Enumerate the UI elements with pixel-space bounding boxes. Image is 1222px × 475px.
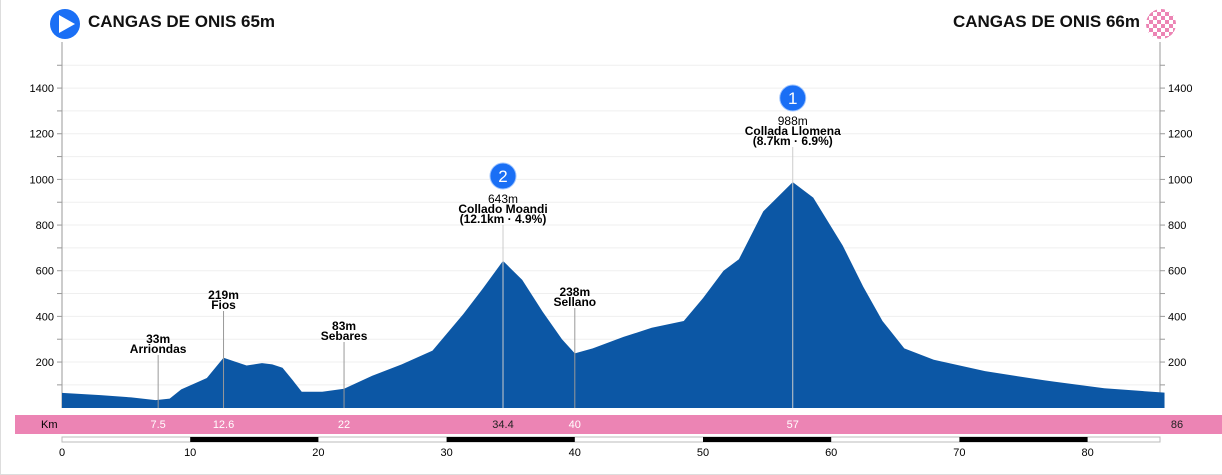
- km-band-mark: 34.4: [492, 419, 513, 431]
- y-tick-label: 600: [36, 266, 54, 278]
- y-tick-label: 400: [36, 311, 54, 323]
- point-altitude: 33m: [146, 332, 170, 346]
- scale-bar-segment: [190, 437, 319, 442]
- km-band-mark: 22: [338, 419, 350, 431]
- point-detail: (8.7km · 6.9%): [753, 134, 833, 148]
- climb-rank: 1: [788, 89, 797, 108]
- km-band-mark: 40: [569, 419, 581, 431]
- x-tick-label: 50: [697, 447, 709, 459]
- x-tick-label: 60: [825, 447, 837, 459]
- start-label: CANGAS DE ONIS 65m: [88, 12, 276, 31]
- point-altitude: 988m: [778, 114, 808, 128]
- km-band: [15, 415, 1222, 434]
- scale-bar: [61, 436, 1161, 443]
- point-name: Collada Llomena: [745, 124, 841, 138]
- point-altitude: 83m: [332, 319, 356, 333]
- climb-rank-badge: [779, 84, 807, 112]
- km-band-mark: 57: [787, 419, 799, 431]
- start-icon: [50, 9, 80, 39]
- y-tick-label: 1200: [30, 129, 54, 141]
- finish-label: CANGAS DE ONIS 66m: [952, 12, 1140, 31]
- point-name: Sebares: [321, 329, 368, 343]
- km-band-mark: 86: [1171, 419, 1183, 431]
- y-tick-label: 200: [1168, 357, 1186, 369]
- point-altitude: 219m: [208, 288, 239, 302]
- scale-bar-segment: [703, 437, 832, 442]
- checkered-flag-icon: [1146, 9, 1176, 39]
- point-name: Arriondas: [130, 342, 187, 356]
- x-tick-label: 40: [569, 447, 581, 459]
- y-tick-label: 600: [1168, 266, 1186, 278]
- point-altitude: 238m: [559, 285, 590, 299]
- km-band-mark: 12.6: [213, 419, 234, 431]
- x-tick-label: 0: [59, 447, 65, 459]
- km-band-label: Km: [41, 419, 58, 431]
- x-tick-label: 70: [953, 447, 965, 459]
- point-detail: (12.1km · 4.9%): [460, 212, 547, 226]
- climb-rank-badge: [489, 162, 517, 190]
- point-altitude: 643m: [488, 192, 518, 206]
- y-tick-label: 1400: [30, 83, 54, 95]
- x-tick-label: 20: [312, 447, 324, 459]
- point-name: Fios: [211, 298, 236, 312]
- y-tick-label: 800: [1168, 220, 1186, 232]
- x-tick-label: 30: [440, 447, 452, 459]
- x-tick-label: 80: [1081, 447, 1093, 459]
- y-tick-label: 1000: [30, 174, 54, 186]
- y-tick-label: 1400: [1168, 83, 1192, 95]
- scale-bar-segment: [446, 437, 575, 442]
- km-band-mark: 7.5: [151, 419, 166, 431]
- y-tick-label: 1200: [1168, 129, 1192, 141]
- point-name: Sellano: [553, 295, 596, 309]
- y-tick-label: 1000: [1168, 174, 1192, 186]
- y-tick-label: 400: [1168, 311, 1186, 323]
- point-name: Collado Moandi: [458, 202, 547, 216]
- climb-rank: 2: [498, 167, 507, 186]
- y-tick-label: 200: [36, 357, 54, 369]
- x-tick-label: 10: [184, 447, 196, 459]
- scale-bar-segment: [959, 437, 1088, 442]
- profile-area: [62, 182, 1165, 408]
- y-tick-label: 800: [36, 220, 54, 232]
